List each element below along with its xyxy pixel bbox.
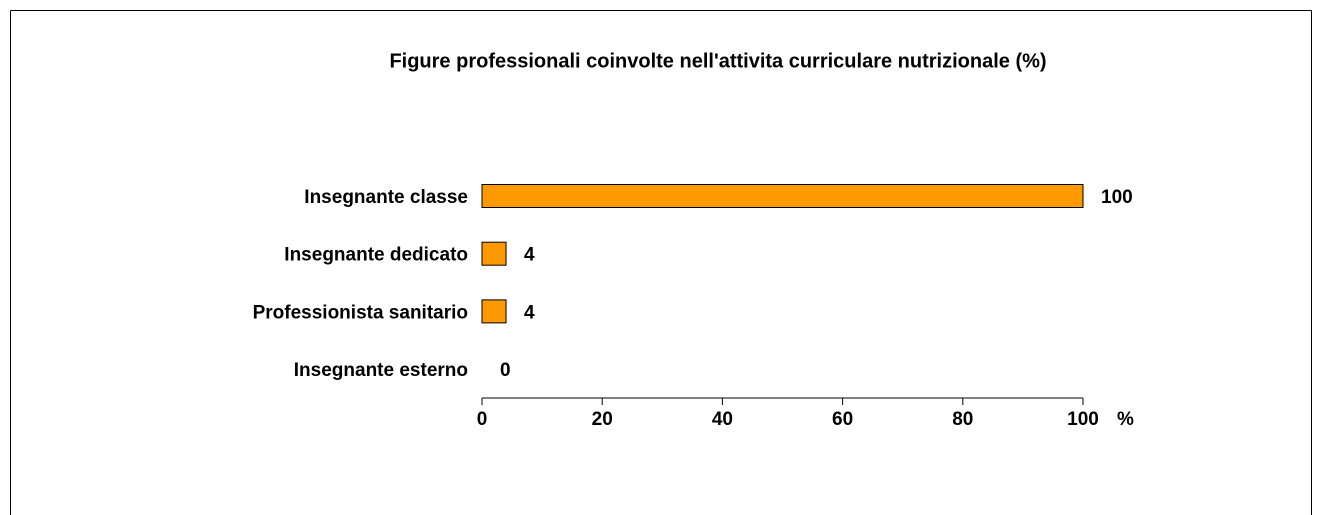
bar — [481, 241, 507, 266]
y-tick-label: Insegnante dedicato — [284, 245, 468, 266]
bar — [481, 184, 1084, 208]
x-tick-label: 100 — [1067, 409, 1099, 430]
y-tick-label: Insegnante classe — [304, 187, 468, 208]
value-label: 100 — [1101, 187, 1133, 208]
value-label: 0 — [500, 360, 511, 381]
chart-title: Figure professionali coinvolte nell'atti… — [389, 50, 1046, 72]
value-label: 4 — [524, 302, 535, 323]
value-label: 4 — [524, 245, 535, 266]
x-axis-unit: % — [1117, 409, 1134, 430]
x-tick-label: 40 — [712, 409, 733, 430]
x-tick-label: 80 — [952, 409, 973, 430]
bar — [481, 299, 507, 324]
x-tick-label: 60 — [832, 409, 853, 430]
x-tick-label: 20 — [592, 409, 613, 430]
y-tick-label: Professionista sanitario — [253, 302, 468, 323]
y-tick-label: Insegnante esterno — [294, 360, 468, 381]
x-tick-label: 0 — [477, 409, 488, 430]
